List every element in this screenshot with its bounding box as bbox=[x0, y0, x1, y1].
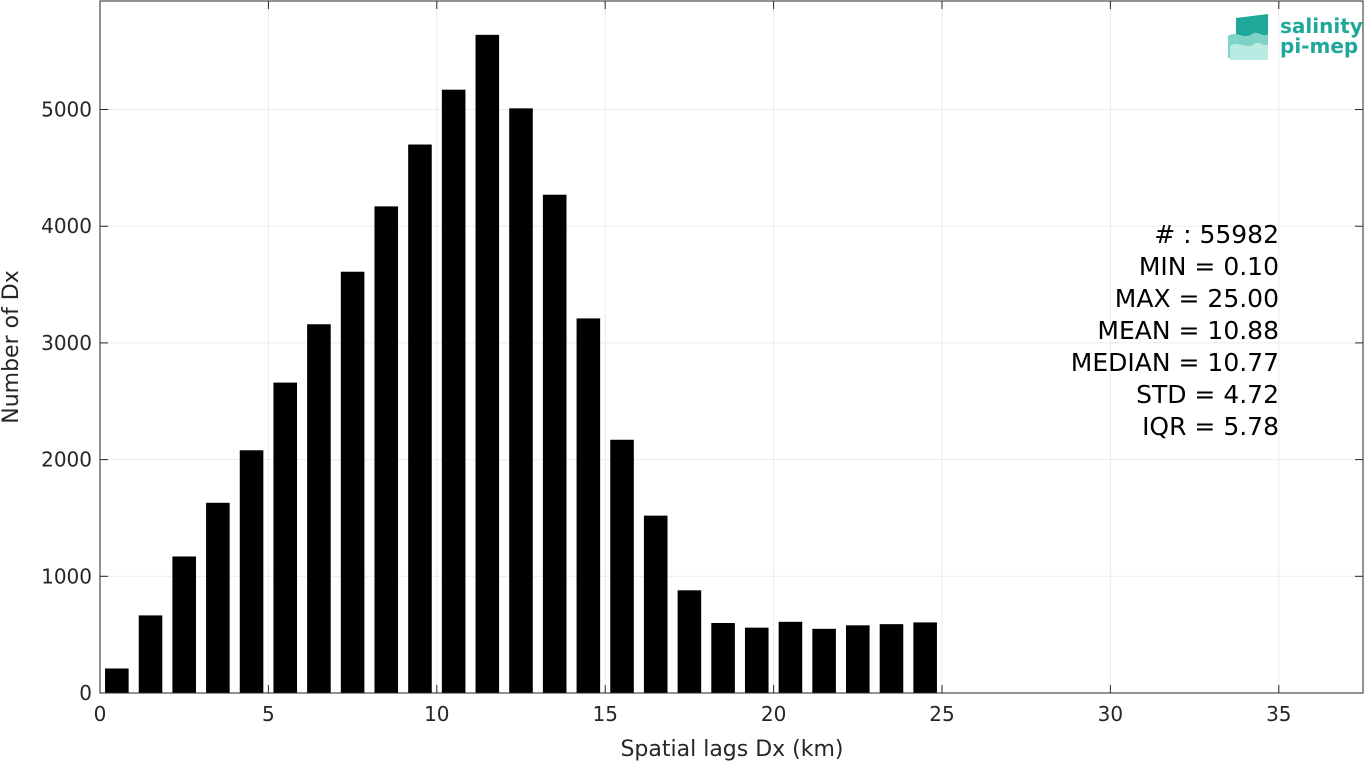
x-tick-label: 10 bbox=[424, 702, 449, 726]
histogram-bar bbox=[206, 502, 230, 693]
stat-line: STD = 4.72 bbox=[1136, 380, 1279, 409]
histogram-bar bbox=[744, 627, 769, 693]
histogram-bar bbox=[509, 108, 533, 693]
logo-text-line2: pi-mep bbox=[1280, 34, 1358, 58]
y-tick-label: 1000 bbox=[41, 564, 92, 588]
histogram-bar bbox=[307, 324, 331, 693]
histogram-bar bbox=[778, 621, 803, 693]
histogram-bar bbox=[475, 34, 500, 693]
histogram-bar bbox=[643, 515, 668, 693]
histogram-bar bbox=[138, 615, 163, 693]
x-tick-label: 15 bbox=[592, 702, 617, 726]
x-axis-title: Spatial lags Dx (km) bbox=[620, 737, 843, 762]
histogram-bar bbox=[273, 382, 298, 693]
histogram-bar bbox=[711, 622, 735, 693]
x-tick-label: 0 bbox=[94, 702, 107, 726]
y-tick-label: 5000 bbox=[41, 98, 92, 122]
stat-line: MAX = 25.00 bbox=[1115, 284, 1279, 313]
stat-line: IQR = 5.78 bbox=[1142, 412, 1279, 441]
stat-line: MIN = 0.10 bbox=[1139, 252, 1279, 281]
histogram-bar bbox=[812, 628, 836, 693]
histogram-bar bbox=[879, 624, 904, 693]
logo-text-line1: salinity bbox=[1280, 14, 1363, 38]
statistics-annotation: # : 55982 MIN = 0.10 MAX = 25.00 MEAN = 10.… bbox=[1071, 220, 1279, 441]
stat-line: # : 55982 bbox=[1154, 220, 1279, 249]
y-tick-label: 4000 bbox=[41, 214, 92, 238]
axis-ticks: 0 5 10 15 20 25 30 35 0 1000 2000 3000 4000 5000 bbox=[41, 1, 1363, 726]
histogram-bar bbox=[105, 668, 129, 693]
histogram-bar bbox=[239, 450, 264, 693]
y-axis-title: Number of Dx bbox=[0, 270, 24, 424]
histogram-bar bbox=[374, 206, 399, 693]
y-tick-label: 2000 bbox=[41, 448, 92, 472]
y-tick-label: 0 bbox=[79, 681, 92, 705]
histogram-bar bbox=[441, 89, 466, 693]
stat-line: MEAN = 10.88 bbox=[1097, 316, 1279, 345]
histogram-bar bbox=[677, 590, 702, 693]
x-tick-label: 35 bbox=[1266, 702, 1291, 726]
histogram-bar bbox=[408, 144, 432, 694]
stat-line: MEDIAN = 10.77 bbox=[1071, 348, 1279, 377]
plot-frame bbox=[99, 0, 1364, 694]
histogram-bar bbox=[576, 318, 601, 693]
waves-icon bbox=[1228, 14, 1268, 60]
y-tick-label: 3000 bbox=[41, 331, 92, 355]
histogram-bar bbox=[913, 622, 937, 693]
histogram-bar bbox=[340, 271, 365, 693]
histogram-bar bbox=[542, 194, 567, 693]
histogram-bar bbox=[610, 439, 634, 693]
histogram-bar bbox=[172, 556, 196, 693]
x-tick-label: 5 bbox=[262, 702, 275, 726]
x-tick-label: 30 bbox=[1098, 702, 1123, 726]
bars bbox=[105, 34, 937, 694]
salinity-pi-mep-logo: salinity pi-mep bbox=[1228, 14, 1363, 60]
x-tick-label: 20 bbox=[761, 702, 786, 726]
histogram-bar bbox=[846, 625, 870, 693]
x-tick-label: 25 bbox=[929, 702, 954, 726]
